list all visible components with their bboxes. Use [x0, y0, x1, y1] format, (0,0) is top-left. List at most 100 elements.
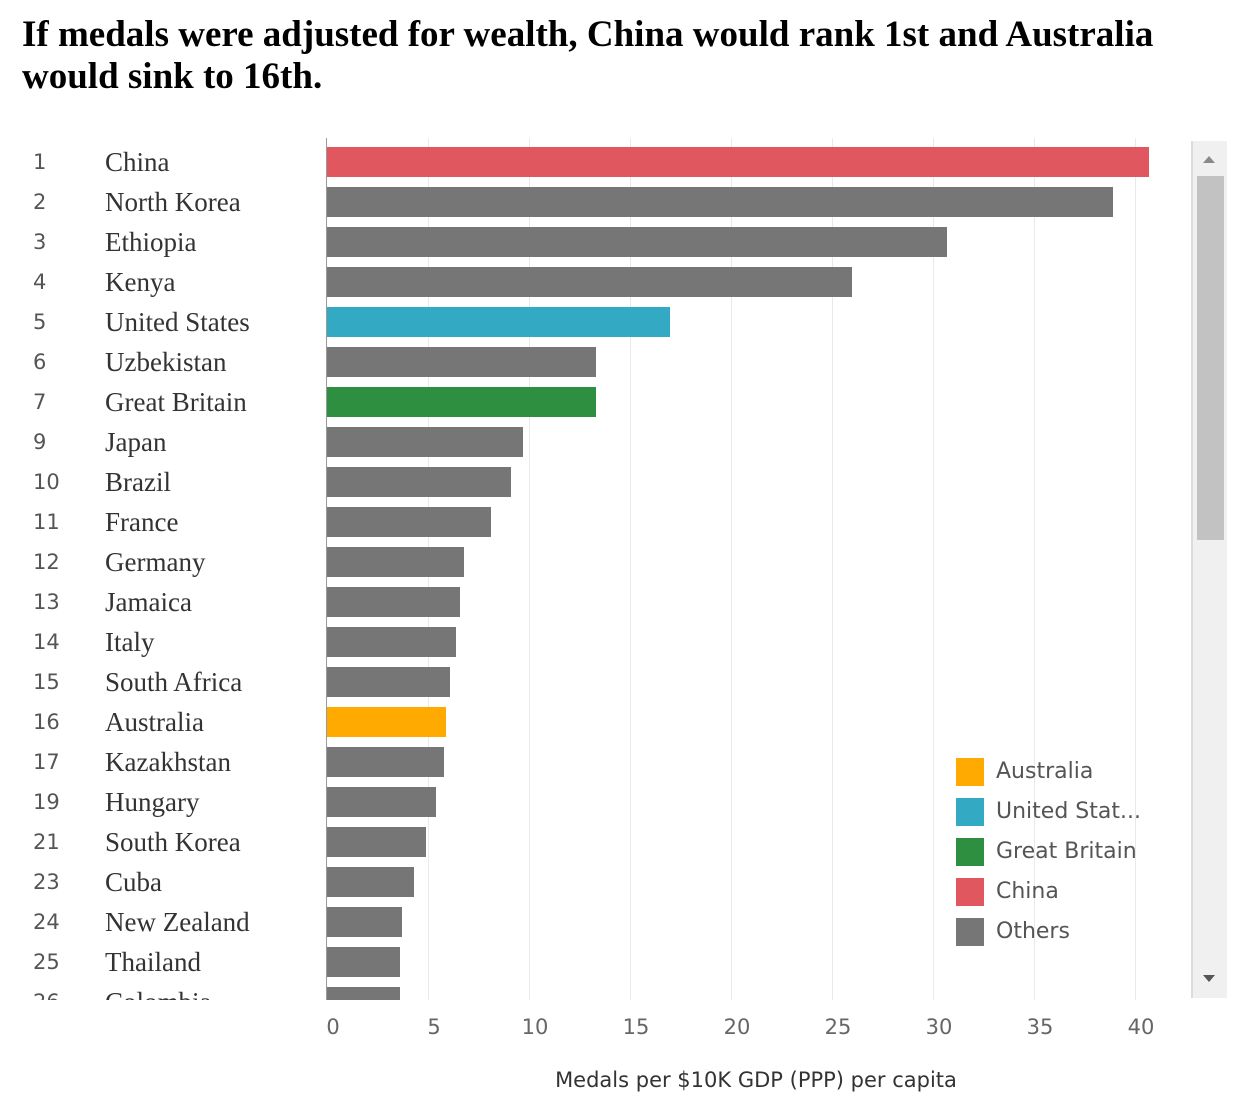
- bar[interactable]: [327, 387, 596, 417]
- country-label: North Korea: [105, 187, 241, 217]
- rank-label: 9: [33, 430, 47, 454]
- rank-label: 21: [33, 830, 60, 854]
- scroll-down-icon[interactable]: [1203, 975, 1215, 982]
- rank-label: 16: [33, 710, 60, 734]
- rank-label: 1: [33, 150, 47, 174]
- legend-swatch: [956, 878, 984, 906]
- bar[interactable]: [327, 747, 445, 777]
- rank-label: 23: [33, 870, 60, 894]
- rank-label: 25: [33, 950, 60, 974]
- legend-swatch: [956, 838, 984, 866]
- scrollbar-thumb[interactable]: [1197, 176, 1224, 540]
- rank-label: 11: [33, 510, 60, 534]
- gridline: [529, 138, 530, 1000]
- bar[interactable]: [327, 587, 461, 617]
- x-tick-label: 25: [824, 1015, 852, 1039]
- country-label: Jamaica: [105, 587, 192, 617]
- country-label: France: [105, 507, 179, 537]
- country-label: Australia: [105, 707, 204, 737]
- bar[interactable]: [327, 467, 511, 497]
- country-label: South Korea: [105, 827, 241, 857]
- country-label: Kenya: [105, 267, 176, 297]
- bar[interactable]: [327, 627, 457, 657]
- legend-label: Others: [996, 919, 1070, 944]
- country-label: China: [105, 147, 170, 177]
- legend-item[interactable]: China: [956, 875, 1156, 915]
- legend[interactable]: Australia United Stat... Great Britain Chin…: [956, 755, 1156, 955]
- legend-label: Great Britain: [996, 839, 1137, 864]
- rank-label: 15: [33, 670, 60, 694]
- country-label: Brazil: [105, 467, 171, 497]
- legend-item[interactable]: Great Britain: [956, 835, 1156, 875]
- legend-swatch: [956, 758, 984, 786]
- bar[interactable]: [327, 507, 491, 537]
- country-label: United States: [105, 307, 250, 337]
- bar[interactable]: [327, 427, 523, 457]
- bar[interactable]: [327, 147, 1150, 177]
- chart-plot-area[interactable]: 1 China 2 North Korea 3 Ethiopia 4 Kenya 5 United…: [0, 138, 1190, 1000]
- rank-label: 26: [33, 982, 60, 1000]
- gridline: [630, 138, 631, 1000]
- x-tick-label: 10: [521, 1015, 549, 1039]
- legend-item[interactable]: Others: [956, 915, 1156, 955]
- rank-label: 10: [33, 470, 60, 494]
- legend-item[interactable]: Australia: [956, 755, 1156, 795]
- gridline: [933, 138, 934, 1000]
- rank-label: 6: [33, 350, 47, 374]
- chart-title: If medals were adjusted for wealth, Chin…: [22, 14, 1154, 97]
- bar[interactable]: [327, 307, 671, 337]
- x-tick-label: 35: [1026, 1015, 1054, 1039]
- bar[interactable]: [327, 787, 437, 817]
- bar[interactable]: [327, 187, 1113, 217]
- gridline: [1034, 138, 1035, 1000]
- legend-item[interactable]: United Stat...: [956, 795, 1156, 835]
- legend-label: Australia: [996, 759, 1094, 784]
- bar[interactable]: [327, 707, 447, 737]
- country-label: Italy: [105, 627, 155, 657]
- bar[interactable]: [327, 227, 948, 257]
- rank-label: 24: [33, 910, 60, 934]
- rank-label: 13: [33, 590, 60, 614]
- x-tick-label: 20: [723, 1015, 751, 1039]
- country-label: Kazakhstan: [105, 747, 231, 777]
- bar[interactable]: [327, 827, 426, 857]
- x-tick-label: 30: [925, 1015, 953, 1039]
- rank-label: 7: [33, 390, 47, 414]
- country-label: Uzbekistan: [105, 347, 227, 377]
- y-axis-line: [326, 138, 327, 1000]
- rank-label: 4: [33, 270, 47, 294]
- country-label: Hungary: [105, 787, 200, 817]
- rank-label: 12: [33, 550, 60, 574]
- gridline: [832, 138, 833, 1000]
- bar[interactable]: [327, 547, 465, 577]
- bar[interactable]: [327, 947, 400, 977]
- x-tick-label: 5: [427, 1015, 441, 1039]
- legend-swatch: [956, 798, 984, 826]
- gridline: [731, 138, 732, 1000]
- bar[interactable]: [327, 867, 414, 897]
- country-label: Cuba: [105, 867, 162, 897]
- vertical-scrollbar[interactable]: [1191, 141, 1227, 998]
- bar[interactable]: [327, 667, 451, 697]
- country-label: Germany: [105, 547, 206, 577]
- bar[interactable]: [327, 347, 596, 377]
- rank-label: 2: [33, 190, 47, 214]
- bar[interactable]: [327, 907, 402, 937]
- legend-swatch: [956, 918, 984, 946]
- bar[interactable]: [327, 267, 853, 297]
- country-label: Ethiopia: [105, 227, 197, 257]
- rank-label: 17: [33, 750, 60, 774]
- country-label: Thailand: [105, 947, 201, 977]
- legend-label: China: [996, 879, 1059, 904]
- rank-label: 3: [33, 230, 47, 254]
- country-label: Japan: [105, 427, 167, 457]
- legend-label: United Stat...: [996, 799, 1141, 824]
- x-tick-label: 40: [1127, 1015, 1155, 1039]
- country-label: South Africa: [105, 667, 243, 697]
- rank-label: 19: [33, 790, 60, 814]
- bar[interactable]: [327, 987, 400, 1000]
- country-label: New Zealand: [105, 907, 250, 937]
- country-label: Great Britain: [105, 387, 247, 417]
- scroll-up-icon[interactable]: [1203, 156, 1215, 163]
- country-label: Colombia: [105, 982, 212, 1000]
